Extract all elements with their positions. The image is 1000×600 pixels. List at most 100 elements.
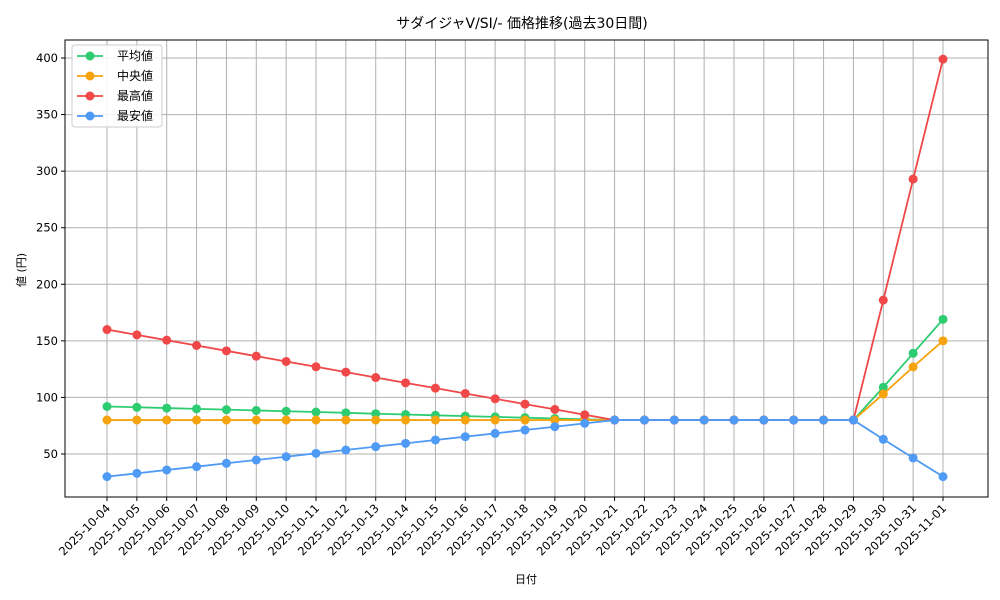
data-point <box>938 472 948 482</box>
data-point <box>430 435 440 445</box>
legend-label: 最高値 <box>117 88 153 103</box>
data-point <box>192 462 202 472</box>
legend-item: 最高値 <box>77 88 153 103</box>
data-point <box>341 445 351 455</box>
y-tick-label: 400 <box>36 51 58 65</box>
data-point <box>162 335 172 345</box>
data-point <box>162 465 172 475</box>
y-tick-label: 150 <box>36 334 58 348</box>
data-point <box>221 405 231 415</box>
data-point <box>669 415 679 425</box>
data-point <box>132 468 142 478</box>
data-point <box>221 458 231 468</box>
data-point <box>221 346 231 356</box>
data-point <box>102 401 112 411</box>
data-point <box>251 405 261 415</box>
y-axis-label: 値 (円) <box>15 253 28 287</box>
data-point <box>311 407 321 417</box>
data-point <box>550 415 560 425</box>
legend-marker-icon <box>85 91 95 101</box>
data-point <box>162 415 172 425</box>
data-point <box>132 402 142 412</box>
data-point <box>639 415 649 425</box>
data-point <box>102 472 112 482</box>
data-point <box>371 409 381 419</box>
data-point <box>789 415 799 425</box>
data-point <box>520 415 530 425</box>
data-point <box>341 367 351 377</box>
chart-title: サダイジャV/SI/- 価格推移(過去30日間) <box>396 16 648 32</box>
data-point <box>490 394 500 404</box>
data-point <box>550 404 560 414</box>
data-point <box>401 378 411 388</box>
x-axis: 2025-10-042025-10-052025-10-062025-10-07… <box>56 497 949 558</box>
data-point <box>580 410 590 420</box>
y-tick-label: 300 <box>36 164 58 178</box>
y-tick-label: 350 <box>36 108 58 122</box>
data-point <box>520 425 530 435</box>
data-point <box>132 415 142 425</box>
data-point <box>281 406 291 416</box>
data-point <box>848 415 858 425</box>
data-point <box>729 415 739 425</box>
data-point <box>460 432 470 442</box>
legend-marker-icon <box>85 111 95 121</box>
data-point <box>908 348 918 358</box>
data-point <box>341 415 351 425</box>
legend-marker-icon <box>85 51 95 61</box>
data-point <box>430 415 440 425</box>
data-point <box>251 415 261 425</box>
data-point <box>430 383 440 393</box>
data-point <box>520 399 530 409</box>
data-point <box>490 428 500 438</box>
data-point <box>908 174 918 184</box>
data-point <box>311 415 321 425</box>
x-axis-label: 日付 <box>515 573 537 586</box>
data-point <box>102 325 112 335</box>
data-point <box>460 388 470 398</box>
data-point <box>401 415 411 425</box>
legend-label: 平均値 <box>117 48 153 63</box>
series-最安値 <box>102 415 948 482</box>
y-tick-label: 50 <box>43 447 58 461</box>
data-point <box>371 415 381 425</box>
data-point <box>938 54 948 64</box>
legend-item: 平均値 <box>77 48 153 63</box>
data-point <box>251 351 261 361</box>
data-point <box>490 415 500 425</box>
legend-item: 中央値 <box>77 68 153 83</box>
legend-item: 最安値 <box>77 108 153 123</box>
data-point <box>699 415 709 425</box>
data-point <box>221 415 231 425</box>
data-point <box>908 362 918 372</box>
data-point <box>162 403 172 413</box>
data-point <box>610 415 620 425</box>
data-point <box>102 415 112 425</box>
data-point <box>460 415 470 425</box>
data-point <box>311 448 321 458</box>
data-point <box>908 453 918 463</box>
data-point <box>878 295 888 305</box>
data-point <box>550 422 560 432</box>
data-point <box>192 340 202 350</box>
data-point <box>371 442 381 452</box>
data-point <box>281 452 291 462</box>
data-point <box>311 362 321 372</box>
legend-marker-icon <box>85 71 95 81</box>
data-point <box>192 404 202 414</box>
legend-label: 中央値 <box>117 68 153 83</box>
legend-label: 最安値 <box>117 108 153 123</box>
y-axis: 50 100 150 200 250 300 350 400 <box>36 51 65 461</box>
data-point <box>401 438 411 448</box>
data-point <box>580 418 590 428</box>
data-point <box>938 336 948 346</box>
data-point <box>281 415 291 425</box>
y-tick-label: 200 <box>36 277 58 291</box>
data-point <box>371 373 381 383</box>
data-point <box>878 389 888 399</box>
series-lines <box>102 54 948 482</box>
data-point <box>251 455 261 465</box>
legend-box <box>71 44 163 128</box>
